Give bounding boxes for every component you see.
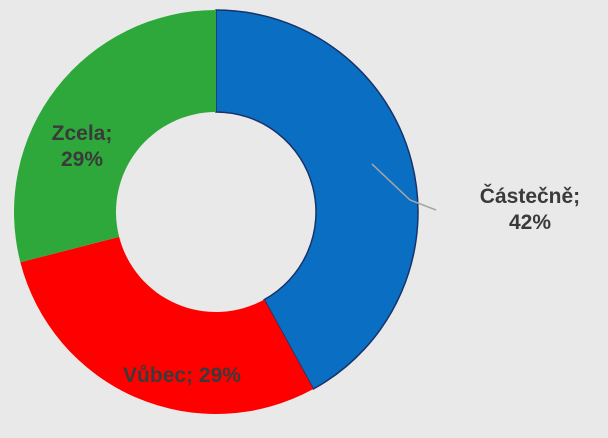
donut-slice xyxy=(14,10,217,263)
donut-slice xyxy=(215,9,419,391)
slice-label: Vůbec; 29% xyxy=(123,364,241,387)
slice-label: Částečně; 42% xyxy=(479,185,581,234)
donut-slice xyxy=(20,236,314,414)
slice-label: Zcela; 29% xyxy=(51,122,113,171)
leader-line xyxy=(371,163,437,211)
